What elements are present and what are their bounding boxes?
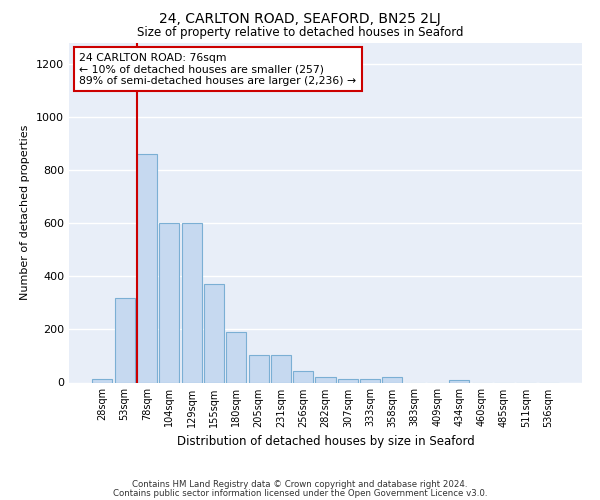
Bar bbox=[226, 332, 246, 382]
Bar bbox=[92, 378, 112, 382]
Bar bbox=[316, 377, 335, 382]
Text: 24, CARLTON ROAD, SEAFORD, BN25 2LJ: 24, CARLTON ROAD, SEAFORD, BN25 2LJ bbox=[159, 12, 441, 26]
Bar bbox=[159, 223, 179, 382]
Bar bbox=[293, 370, 313, 382]
Bar bbox=[360, 378, 380, 382]
Bar bbox=[338, 378, 358, 382]
Text: Contains public sector information licensed under the Open Government Licence v3: Contains public sector information licen… bbox=[113, 489, 487, 498]
Y-axis label: Number of detached properties: Number of detached properties bbox=[20, 125, 31, 300]
Bar bbox=[449, 380, 469, 382]
Text: Size of property relative to detached houses in Seaford: Size of property relative to detached ho… bbox=[137, 26, 463, 39]
Bar bbox=[182, 223, 202, 382]
Bar bbox=[271, 354, 291, 382]
X-axis label: Distribution of detached houses by size in Seaford: Distribution of detached houses by size … bbox=[176, 435, 475, 448]
Bar bbox=[382, 377, 403, 382]
Bar bbox=[115, 298, 135, 382]
Bar bbox=[137, 154, 157, 382]
Text: Contains HM Land Registry data © Crown copyright and database right 2024.: Contains HM Land Registry data © Crown c… bbox=[132, 480, 468, 489]
Bar bbox=[204, 284, 224, 382]
Bar bbox=[248, 354, 269, 382]
Text: 24 CARLTON ROAD: 76sqm
← 10% of detached houses are smaller (257)
89% of semi-de: 24 CARLTON ROAD: 76sqm ← 10% of detached… bbox=[79, 52, 356, 86]
